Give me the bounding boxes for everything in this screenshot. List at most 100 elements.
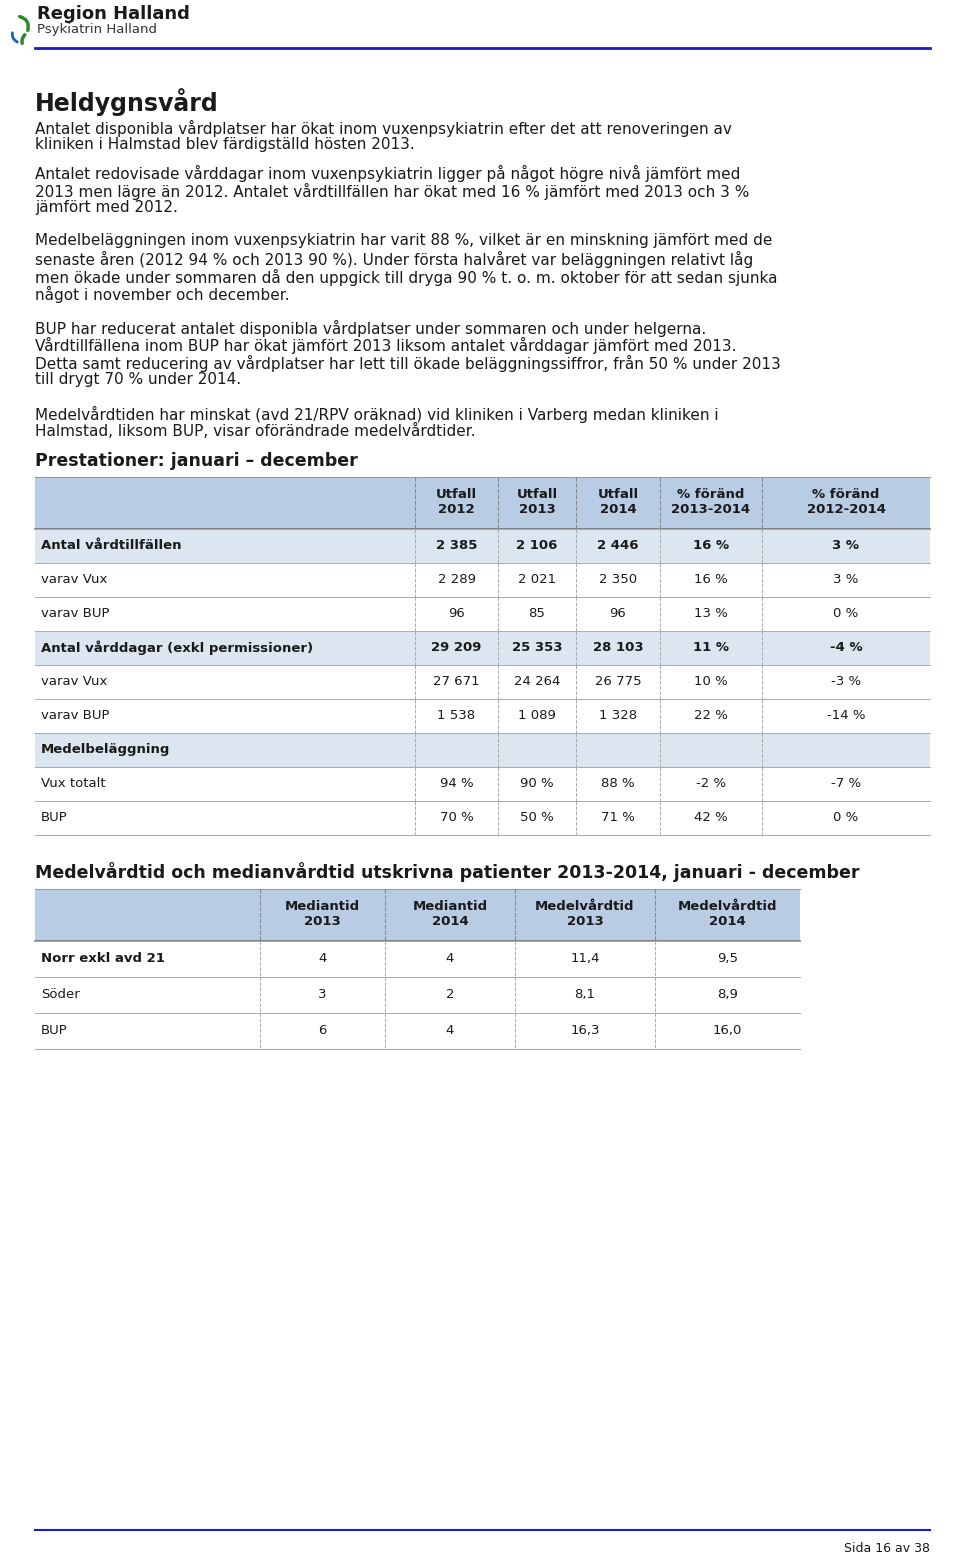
Text: något i november och december.: något i november och december. [35,285,290,303]
Bar [35,665,930,699]
Text: Medelvårdtid: Medelvårdtid [536,900,635,913]
Text: Vårdtillfällena inom BUP har ökat jämfört 2013 liksom antalet vårddagar jämfört : Vårdtillfällena inom BUP har ökat jämför… [35,337,736,354]
Text: BUP har reducerat antalet disponibla vårdplatser under sommaren och under helger: BUP har reducerat antalet disponibla vår… [35,320,707,337]
Text: Heldygnsvård: Heldygnsvård [35,87,219,115]
Text: 3 %: 3 % [832,540,859,552]
Text: 22 %: 22 % [694,708,728,722]
Text: 88 %: 88 % [601,777,635,789]
Text: 71 %: 71 % [601,811,635,824]
Bar [35,733,930,766]
Text: 2 106: 2 106 [516,540,558,552]
Text: 0 %: 0 % [833,811,858,824]
Text: Halmstad, liksom BUP, visar oförändrade medelvårdtider.: Halmstad, liksom BUP, visar oförändrade … [35,423,475,438]
Text: 4: 4 [319,952,326,966]
Text: 96: 96 [610,607,626,619]
Text: till drygt 70 % under 2014.: till drygt 70 % under 2014. [35,371,241,387]
Text: 29 209: 29 209 [431,641,482,654]
FancyArrowPatch shape [20,17,29,30]
Text: Vux totalt: Vux totalt [41,777,106,789]
Text: 2013 men lägre än 2012. Antalet vårdtillfällen har ökat med 16 % jämfört med 201: 2013 men lägre än 2012. Antalet vårdtill… [35,183,750,200]
Text: Region Halland: Region Halland [37,5,190,23]
Text: 2: 2 [445,987,454,1002]
Text: Medelvårdtiden har minskat (avd 21/RPV oräknad) vid kliniken i Varberg medan kli: Medelvårdtiden har minskat (avd 21/RPV o… [35,406,719,423]
Text: 50 %: 50 % [520,811,554,824]
Text: BUP: BUP [41,1023,68,1037]
Text: Mediantid: Mediantid [413,900,488,913]
Text: Psykiatrin Halland: Psykiatrin Halland [37,23,157,36]
Text: 4: 4 [445,952,454,966]
Text: Detta samt reducering av vårdplatser har lett till ökade beläggningssiffror, frå: Detta samt reducering av vårdplatser har… [35,354,780,371]
Text: 2 385: 2 385 [436,540,477,552]
Text: -4 %: -4 % [829,641,862,654]
Text: 2 446: 2 446 [597,540,638,552]
Text: Antal vårddagar (exkl permissioner): Antal vårddagar (exkl permissioner) [41,640,313,655]
Bar [35,977,800,1012]
Text: 6: 6 [319,1023,326,1037]
Text: Utfall: Utfall [597,488,638,501]
Bar [35,563,930,596]
Text: Mediantid: Mediantid [285,900,360,913]
Text: 2013: 2013 [304,916,341,928]
Text: 8,9: 8,9 [717,987,738,1002]
Text: jämfört med 2012.: jämfört med 2012. [35,200,178,215]
Text: 70 %: 70 % [440,811,473,824]
Text: 16,3: 16,3 [570,1023,600,1037]
Text: -3 %: -3 % [831,675,861,688]
Text: 90 %: 90 % [520,777,554,789]
Text: 10 %: 10 % [694,675,728,688]
Text: 2013-2014: 2013-2014 [671,502,751,516]
Text: Prestationer: januari – december: Prestationer: januari – december [35,452,358,471]
Text: 28 103: 28 103 [592,641,643,654]
Text: 2014: 2014 [709,916,746,928]
Text: varav Vux: varav Vux [41,675,108,688]
Text: Utfall: Utfall [516,488,558,501]
Text: -7 %: -7 % [831,777,861,789]
Bar [35,800,930,835]
FancyArrowPatch shape [12,33,17,42]
Text: 2013: 2013 [518,502,556,516]
Text: 1 328: 1 328 [599,708,637,722]
Text: Antal vårdtillfällen: Antal vårdtillfällen [41,540,181,552]
Text: -14 %: -14 % [827,708,865,722]
Text: 2 350: 2 350 [599,573,637,587]
Text: 42 %: 42 % [694,811,728,824]
Text: 0 %: 0 % [833,607,858,619]
Text: 2 289: 2 289 [438,573,475,587]
Bar [35,699,930,733]
Text: 8,1: 8,1 [574,987,595,1002]
Text: 85: 85 [529,607,545,619]
Bar [35,630,930,665]
Text: 25 353: 25 353 [512,641,563,654]
Text: 2 021: 2 021 [518,573,556,587]
Text: 3 %: 3 % [833,573,858,587]
Bar [35,1012,800,1048]
Text: 2012-2014: 2012-2014 [806,502,885,516]
Text: varav Vux: varav Vux [41,573,108,587]
Text: 96: 96 [448,607,465,619]
Text: 16 %: 16 % [694,573,728,587]
Text: Sida 16 av 38: Sida 16 av 38 [844,1541,930,1554]
Text: 94 %: 94 % [440,777,473,789]
Text: 13 %: 13 % [694,607,728,619]
Text: 11 %: 11 % [693,641,729,654]
Text: Medelbeläggning: Medelbeläggning [41,743,170,757]
Text: varav BUP: varav BUP [41,607,109,619]
Text: Antalet redovisade vårddagar inom vuxenpsykiatrin ligger på något högre nivå jäm: Antalet redovisade vårddagar inom vuxenp… [35,165,740,183]
Text: Norr exkl avd 21: Norr exkl avd 21 [41,952,165,966]
FancyArrowPatch shape [22,34,25,44]
Text: Söder: Söder [41,987,80,1002]
Text: Antalet disponibla vårdplatser har ökat inom vuxenpsykiatrin efter det att renov: Antalet disponibla vårdplatser har ökat … [35,120,732,137]
Text: 1 089: 1 089 [518,708,556,722]
Bar [35,476,930,529]
Text: 16 %: 16 % [693,540,729,552]
Text: 2012: 2012 [438,502,475,516]
Text: 2014: 2014 [600,502,636,516]
Text: -2 %: -2 % [696,777,726,789]
Text: senaste åren (2012 94 % och 2013 90 %). Under första halvåret var beläggningen r: senaste åren (2012 94 % och 2013 90 %). … [35,251,754,268]
Text: Medelbeläggningen inom vuxenpsykiatrin har varit 88 %, vilket är en minskning jä: Medelbeläggningen inom vuxenpsykiatrin h… [35,234,773,248]
Text: 1 538: 1 538 [438,708,475,722]
Text: Medelvårdtid: Medelvårdtid [678,900,778,913]
Bar [35,889,800,941]
Text: 2014: 2014 [432,916,468,928]
Text: kliniken i Halmstad blev färdigställd hösten 2013.: kliniken i Halmstad blev färdigställd hö… [35,137,415,153]
